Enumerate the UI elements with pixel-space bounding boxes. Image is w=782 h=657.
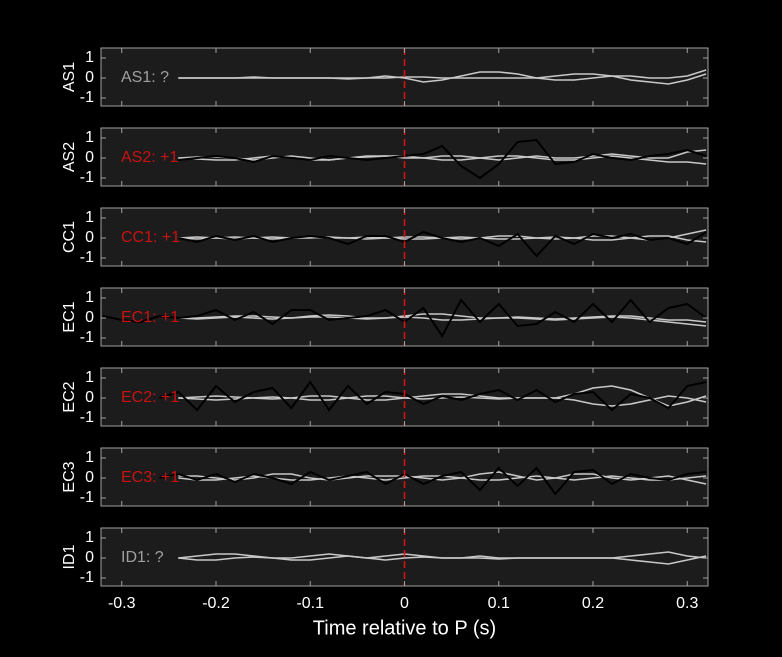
y-tick-label: 0 [85,69,94,86]
panel: -1 0 1 AS1 AS1: ? [61,47,709,107]
y-tick-label: 1 [85,449,94,466]
trace [178,138,707,180]
y-tick-label: 1 [85,49,94,66]
y-tick-label: -1 [80,89,94,106]
trace [159,380,707,412]
station-annotation: EC2: +1 [121,389,179,406]
panel: -1 0 1 CC1 CC1: +1 [61,207,709,267]
y-tick-label: 1 [85,129,94,146]
x-tick-label: -0.2 [202,595,230,612]
y-axis-label: AS2 [61,142,78,172]
y-axis-label: EC3 [61,461,78,492]
station-annotation: AS2: +1 [121,149,178,166]
y-tick-label: 0 [85,229,94,246]
station-annotation: CC1: +1 [121,229,180,246]
y-tick-label: 0 [85,549,94,566]
trace [178,316,707,327]
station-annotation: AS1: ? [121,69,169,86]
x-tick-label: 0 [400,595,409,612]
y-tick-label: 1 [85,209,94,226]
panel: -1 0 1 -0.3 -0.2 -0.1 0 0.1 0.2 0.3 ID1 ID1: ? Time … [61,527,709,639]
station-annotation: ID1: ? [121,549,164,566]
y-tick-label: 1 [85,529,94,546]
panel: -1 0 1 AS2 AS2: +1 [61,127,709,187]
y-axis-label: EC2 [61,381,78,412]
y-tick-label: -1 [80,329,94,346]
y-axis-label: AS1 [61,62,78,92]
y-axis-label: ID1 [61,544,78,569]
panel: -1 0 1 EC3 EC3: +1 [61,447,709,507]
trace [178,73,707,85]
y-tick-label: -1 [80,569,94,586]
y-tick-label: -1 [80,489,94,506]
x-tick-label: -0.1 [296,595,324,612]
trace [159,466,707,496]
trace [178,155,707,165]
x-tick-label: -0.3 [108,595,136,612]
panel: -1 0 1 EC1 EC1: +1 [61,287,709,347]
x-tick-label: 0.2 [582,595,604,612]
y-axis-label: CC1 [61,221,78,253]
trace [178,230,707,258]
y-tick-label: 1 [85,289,94,306]
y-tick-label: 1 [85,369,94,386]
x-tick-label: 0.1 [488,595,510,612]
y-tick-label: -1 [80,169,94,186]
x-axis-label: Time relative to P (s) [313,617,496,639]
y-axis-label: EC1 [61,301,78,332]
y-tick-label: 0 [85,469,94,486]
trace [178,555,707,565]
station-annotation: EC1: +1 [121,309,179,326]
y-tick-label: 0 [85,309,94,326]
trace [178,385,707,407]
y-tick-label: -1 [80,409,94,426]
y-tick-label: 0 [85,149,94,166]
station-annotation: EC3: +1 [121,469,179,486]
y-tick-label: -1 [80,249,94,266]
y-tick-label: 0 [85,389,94,406]
x-tick-label: 0.3 [676,595,698,612]
trace [178,471,707,485]
panel: -1 0 1 EC2 EC2: +1 [61,367,709,427]
